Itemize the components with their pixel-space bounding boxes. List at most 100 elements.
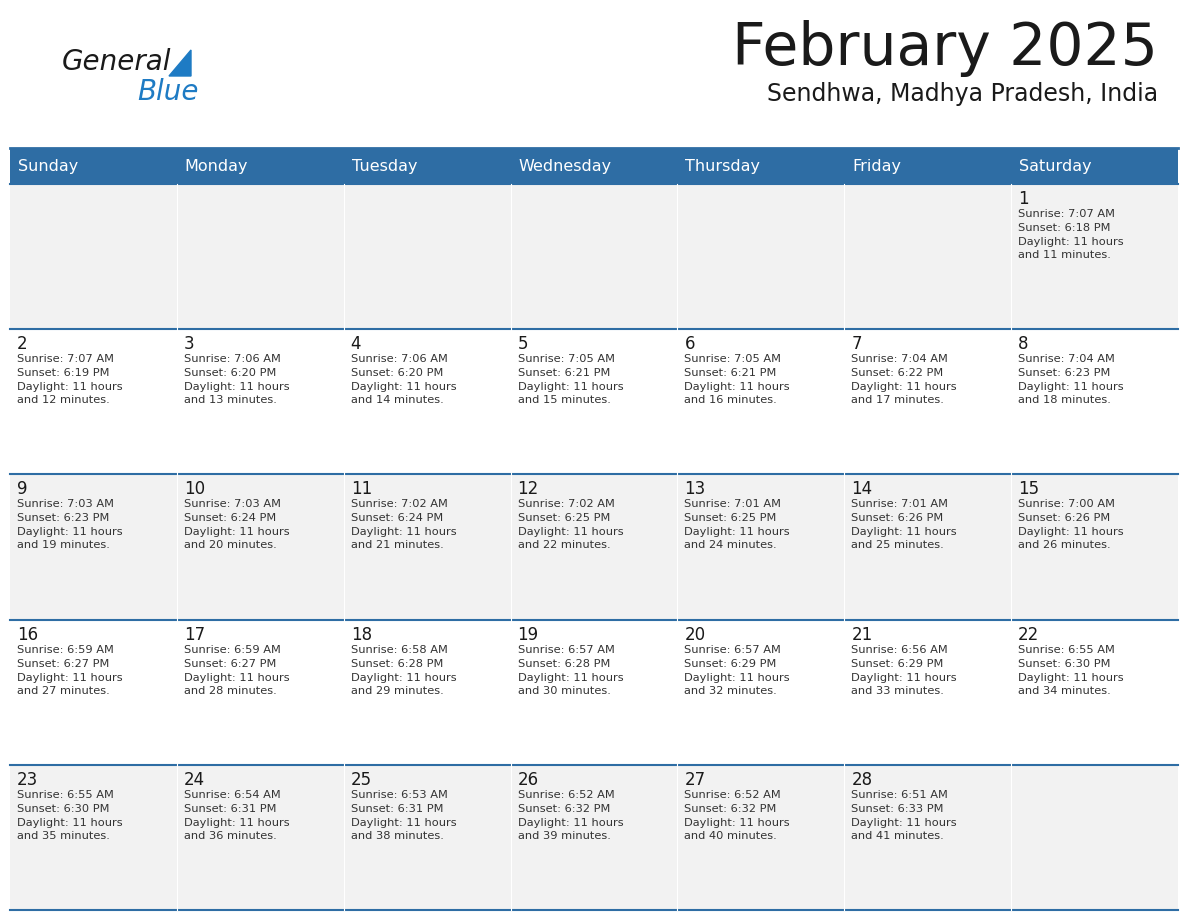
Text: Sunset: 6:29 PM: Sunset: 6:29 PM (852, 658, 943, 668)
Text: Sunrise: 6:59 AM: Sunrise: 6:59 AM (17, 644, 114, 655)
Text: Daylight: 11 hours: Daylight: 11 hours (184, 673, 290, 683)
Text: Sunset: 6:23 PM: Sunset: 6:23 PM (17, 513, 109, 523)
Text: Daylight: 11 hours: Daylight: 11 hours (1018, 528, 1124, 537)
Text: Sunrise: 6:59 AM: Sunrise: 6:59 AM (184, 644, 280, 655)
Text: Sunrise: 6:57 AM: Sunrise: 6:57 AM (518, 644, 614, 655)
Text: Daylight: 11 hours: Daylight: 11 hours (1018, 382, 1124, 392)
Text: and 15 minutes.: and 15 minutes. (518, 396, 611, 405)
Text: Friday: Friday (852, 159, 902, 174)
Text: 2: 2 (17, 335, 27, 353)
Text: and 24 minutes.: and 24 minutes. (684, 541, 777, 551)
Text: 27: 27 (684, 771, 706, 789)
Text: 20: 20 (684, 625, 706, 644)
Text: Sunrise: 7:06 AM: Sunrise: 7:06 AM (350, 354, 448, 364)
Text: Sunrise: 6:51 AM: Sunrise: 6:51 AM (852, 789, 948, 800)
Text: 13: 13 (684, 480, 706, 498)
Text: Sunset: 6:19 PM: Sunset: 6:19 PM (17, 368, 109, 378)
Text: and 36 minutes.: and 36 minutes. (184, 831, 277, 841)
Text: 19: 19 (518, 625, 538, 644)
Text: Sunrise: 6:55 AM: Sunrise: 6:55 AM (1018, 644, 1116, 655)
Text: Sunset: 6:28 PM: Sunset: 6:28 PM (518, 658, 609, 668)
Text: 25: 25 (350, 771, 372, 789)
Text: Sunset: 6:31 PM: Sunset: 6:31 PM (350, 804, 443, 813)
Text: Sunset: 6:31 PM: Sunset: 6:31 PM (184, 804, 277, 813)
Text: Daylight: 11 hours: Daylight: 11 hours (350, 528, 456, 537)
Text: 4: 4 (350, 335, 361, 353)
Text: Sunset: 6:29 PM: Sunset: 6:29 PM (684, 658, 777, 668)
Text: Sunrise: 7:05 AM: Sunrise: 7:05 AM (684, 354, 782, 364)
Text: Daylight: 11 hours: Daylight: 11 hours (1018, 237, 1124, 247)
Text: 7: 7 (852, 335, 861, 353)
Text: Sunset: 6:30 PM: Sunset: 6:30 PM (1018, 658, 1111, 668)
Text: 17: 17 (184, 625, 206, 644)
Text: Daylight: 11 hours: Daylight: 11 hours (852, 818, 956, 828)
Text: Daylight: 11 hours: Daylight: 11 hours (1018, 673, 1124, 683)
Text: and 16 minutes.: and 16 minutes. (684, 396, 777, 405)
Text: Sunset: 6:20 PM: Sunset: 6:20 PM (184, 368, 277, 378)
Text: Sunset: 6:24 PM: Sunset: 6:24 PM (350, 513, 443, 523)
Text: and 20 minutes.: and 20 minutes. (184, 541, 277, 551)
Text: Sunset: 6:26 PM: Sunset: 6:26 PM (852, 513, 943, 523)
Text: Sunrise: 7:06 AM: Sunrise: 7:06 AM (184, 354, 280, 364)
Text: Daylight: 11 hours: Daylight: 11 hours (184, 818, 290, 828)
Text: Sunset: 6:20 PM: Sunset: 6:20 PM (350, 368, 443, 378)
Text: Daylight: 11 hours: Daylight: 11 hours (518, 818, 624, 828)
Text: Sunrise: 6:58 AM: Sunrise: 6:58 AM (350, 644, 448, 655)
Text: 22: 22 (1018, 625, 1040, 644)
Text: 24: 24 (184, 771, 206, 789)
Text: Sunset: 6:28 PM: Sunset: 6:28 PM (350, 658, 443, 668)
Text: Sunday: Sunday (18, 159, 78, 174)
Text: and 39 minutes.: and 39 minutes. (518, 831, 611, 841)
Text: and 32 minutes.: and 32 minutes. (684, 686, 777, 696)
Text: Sunrise: 6:56 AM: Sunrise: 6:56 AM (852, 644, 948, 655)
Text: Sunrise: 6:53 AM: Sunrise: 6:53 AM (350, 789, 448, 800)
Text: Sunrise: 7:03 AM: Sunrise: 7:03 AM (17, 499, 114, 509)
Text: 9: 9 (17, 480, 27, 498)
Text: 15: 15 (1018, 480, 1040, 498)
Text: Sunset: 6:25 PM: Sunset: 6:25 PM (518, 513, 609, 523)
Text: Daylight: 11 hours: Daylight: 11 hours (17, 528, 122, 537)
Text: Daylight: 11 hours: Daylight: 11 hours (852, 673, 956, 683)
Text: Daylight: 11 hours: Daylight: 11 hours (518, 673, 624, 683)
Text: Daylight: 11 hours: Daylight: 11 hours (17, 673, 122, 683)
Text: and 29 minutes.: and 29 minutes. (350, 686, 443, 696)
Text: and 25 minutes.: and 25 minutes. (852, 541, 944, 551)
Text: and 22 minutes.: and 22 minutes. (518, 541, 611, 551)
Text: Sunset: 6:24 PM: Sunset: 6:24 PM (184, 513, 276, 523)
Text: Sunrise: 7:02 AM: Sunrise: 7:02 AM (518, 499, 614, 509)
Text: and 19 minutes.: and 19 minutes. (17, 541, 109, 551)
Text: Sunset: 6:27 PM: Sunset: 6:27 PM (184, 658, 277, 668)
Text: Blue: Blue (137, 78, 198, 106)
Text: 5: 5 (518, 335, 529, 353)
Text: 18: 18 (350, 625, 372, 644)
Text: Sunset: 6:27 PM: Sunset: 6:27 PM (17, 658, 109, 668)
Text: Thursday: Thursday (685, 159, 760, 174)
Text: Sunset: 6:32 PM: Sunset: 6:32 PM (684, 804, 777, 813)
Text: Sunset: 6:25 PM: Sunset: 6:25 PM (684, 513, 777, 523)
Text: Tuesday: Tuesday (352, 159, 417, 174)
Text: Daylight: 11 hours: Daylight: 11 hours (350, 818, 456, 828)
Text: Sunrise: 7:03 AM: Sunrise: 7:03 AM (184, 499, 280, 509)
Bar (10, 765, 1178, 910)
Bar (10, 184, 1178, 330)
Text: Sunrise: 6:55 AM: Sunrise: 6:55 AM (17, 789, 114, 800)
Text: Daylight: 11 hours: Daylight: 11 hours (684, 528, 790, 537)
Text: and 33 minutes.: and 33 minutes. (852, 686, 944, 696)
Text: Daylight: 11 hours: Daylight: 11 hours (184, 528, 290, 537)
Text: Daylight: 11 hours: Daylight: 11 hours (852, 382, 956, 392)
Bar (10, 620, 1178, 765)
Text: Daylight: 11 hours: Daylight: 11 hours (184, 382, 290, 392)
Text: Sunset: 6:23 PM: Sunset: 6:23 PM (1018, 368, 1111, 378)
Text: Daylight: 11 hours: Daylight: 11 hours (350, 673, 456, 683)
Text: and 27 minutes.: and 27 minutes. (17, 686, 109, 696)
Text: and 14 minutes.: and 14 minutes. (350, 396, 443, 405)
Text: 23: 23 (17, 771, 38, 789)
Text: 21: 21 (852, 625, 872, 644)
Text: and 28 minutes.: and 28 minutes. (184, 686, 277, 696)
Text: Daylight: 11 hours: Daylight: 11 hours (684, 382, 790, 392)
Text: Sunrise: 7:01 AM: Sunrise: 7:01 AM (684, 499, 782, 509)
Text: 1: 1 (1018, 190, 1029, 208)
Text: Daylight: 11 hours: Daylight: 11 hours (518, 382, 624, 392)
Text: Sunrise: 6:54 AM: Sunrise: 6:54 AM (184, 789, 280, 800)
Text: and 21 minutes.: and 21 minutes. (350, 541, 443, 551)
